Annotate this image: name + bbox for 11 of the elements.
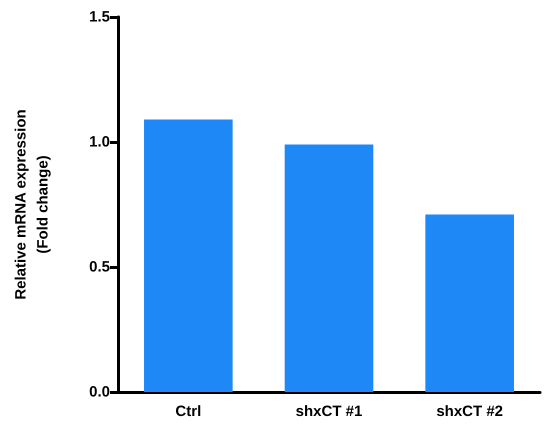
y-tick-label: 1.0: [89, 134, 110, 150]
x-tick-label: shxCT #2: [436, 403, 504, 420]
y-tick-label: 0.5: [89, 258, 110, 276]
bar: [144, 120, 233, 392]
y-tick-label: 0.0: [89, 384, 110, 400]
x-tick-label: shxCT #1: [296, 403, 362, 420]
x-tick-label: Ctrl: [175, 403, 202, 420]
bar: [284, 144, 374, 392]
y-axis-title: Relative mRNA expression (Fold change): [12, 109, 52, 300]
bar: [425, 214, 514, 392]
y-tick-label: 1.5: [89, 8, 110, 26]
